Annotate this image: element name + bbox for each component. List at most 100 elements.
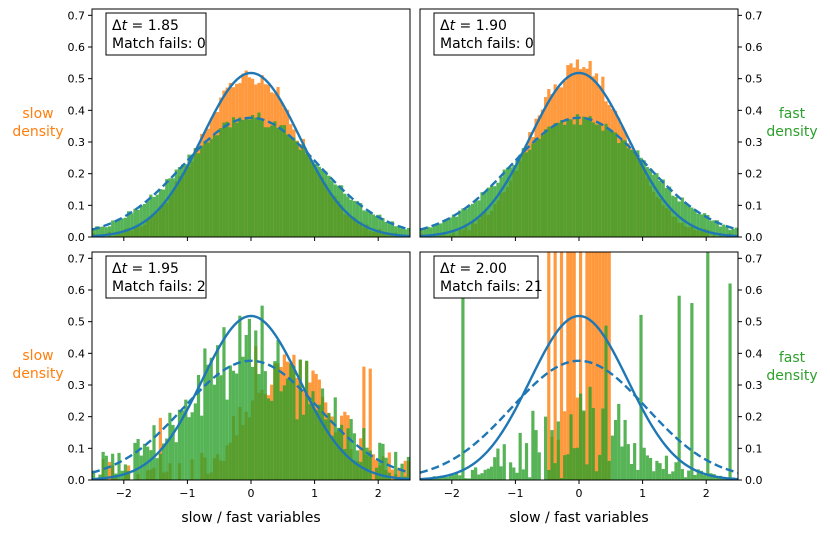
fast-hist-bar [461,282,465,480]
fast-hist-bar [158,453,162,480]
fast-reference-curve [420,359,738,474]
fast-hist-bar [610,131,614,237]
fast-hist-bar [658,180,662,237]
slow-hist-bar [343,411,347,480]
fast-hist-bar [467,205,471,237]
slow-hist-bar [607,252,611,480]
fast-hist-bar [327,413,331,480]
fast-hist-bar [598,454,602,480]
fast-hist-bar [193,148,197,237]
slow-hist-bar [359,438,363,480]
fast-hist-bar [512,165,516,237]
fast-hist-bar [639,314,643,480]
slow-reference-curve [420,314,738,480]
fast-hist-bar [111,453,115,480]
fast-hist-bar [502,444,506,480]
fast-hist-bar [136,439,140,480]
fast-hist-bar [486,468,490,480]
dt-label: Δt = 1.85 [112,18,179,34]
fast-hist-bar [648,458,653,480]
fast-hist-bar [645,455,649,480]
y-tick-label: 0.7 [68,252,86,265]
fast-hist-bar [636,469,640,480]
fast-hist-bar [467,478,471,480]
fast-hist-bar [559,120,564,237]
fast-hist-bar [333,184,337,237]
y-tick-label: 0.7 [68,9,86,22]
fast-hist-bar [216,135,220,237]
y-tick-label: 0.0 [745,231,763,244]
fast-hist-bar [499,177,503,237]
fast-hist-bar [216,345,220,480]
fast-hist-bar [563,124,567,237]
fast-hist-bar [168,412,172,480]
slow-hist-bar [588,252,592,480]
fast-hist-bar [298,359,302,480]
slow-density-label-bottom-1: slow [22,348,53,364]
fast-hist-bar [706,215,710,237]
fast-hist-bar [588,116,592,237]
annotation-box: Δt = 1.95 Match fails: 2 [105,255,207,299]
fast-hist-bar [98,226,102,237]
slow-hist-bar [368,368,372,480]
fast-hist-bar [693,474,697,480]
fast-hist-bar [101,226,105,237]
fast-hist-bar [623,419,627,480]
fast-hist-bar [442,477,446,480]
fast-hist-bar [368,211,372,237]
fast-hist-bar [502,169,506,237]
fast-hist-bar [496,448,500,480]
fast-hist-bar [655,460,659,480]
fast-hist-bar [537,138,541,237]
x-tick-label: 0 [576,487,583,500]
fast-hist-bar [92,228,96,237]
fast-hist-bar [559,477,564,480]
fast-hist-bar [298,149,302,237]
fast-hist-bar [620,140,624,237]
y-tick-label: 0.6 [745,284,763,297]
slow-hist-bar [566,252,570,480]
fast-hist-bar [394,226,398,237]
fast-hist-bar [629,149,634,237]
fast-hist-bar [442,219,446,237]
fast-hist-bar [260,118,264,237]
slow-hist-bar [575,397,579,480]
fast-hist-bar [588,386,592,480]
fast-hist-bar [655,173,659,237]
fast-hist-bar [690,207,694,237]
fast-hist-bar [642,447,646,480]
fast-hist-bar [123,464,127,480]
fast-hist-bar [292,365,296,480]
fast-hist-bar [693,210,697,237]
fast-hist-bar [604,123,608,237]
fast-hist-bar [435,477,440,480]
slow-hist-bar [362,366,366,480]
slow-reference-curve [92,71,410,237]
fast-hist-bar [305,360,309,480]
fast-hist-bar [174,169,178,237]
y-tick-label: 0.5 [745,73,763,86]
fast-hist-bar [387,222,391,237]
fast-hist-bar [524,152,529,237]
annotation-frame [105,12,207,56]
match-fails-label: Match fails: 21 [440,279,543,295]
fast-hist-bar [674,196,678,237]
x-tick-label: 1 [311,487,318,500]
fast-hist-bar [397,225,401,237]
fast-hist-bar [133,208,137,237]
fast-hist-bar [346,196,350,237]
fast-hist-bar [368,450,372,480]
fast-hist-bar [696,469,700,480]
y-tick-label: 0.2 [68,168,86,181]
fast-hist-bar [171,424,175,480]
fast-hist-bar [439,223,443,237]
fast-hist-bar [537,452,541,480]
fast-hist-bar [420,228,424,237]
y-tick-label: 0.1 [745,442,763,455]
fast-hist-bar [668,186,672,237]
fast-hist-bar [362,210,366,237]
fast-hist-bar [270,125,274,237]
fast-hist-bar [359,461,363,480]
fast-hist-bar [423,228,427,237]
